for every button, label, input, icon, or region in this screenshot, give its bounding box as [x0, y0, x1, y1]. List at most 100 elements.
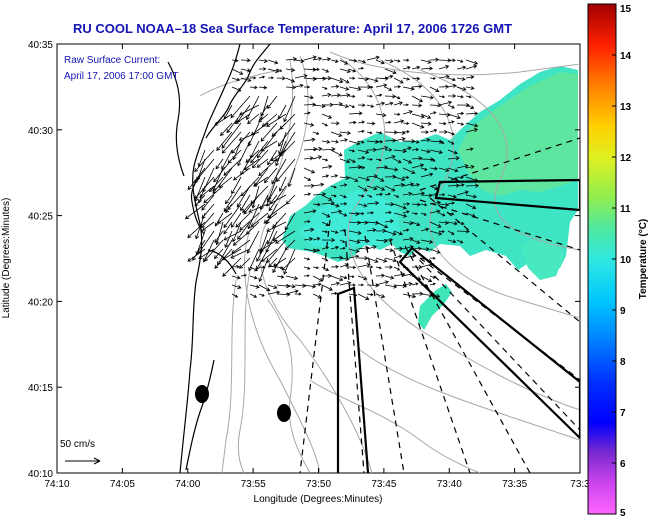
current-vector	[366, 121, 376, 126]
current-vector	[348, 254, 360, 259]
current-vector	[330, 203, 340, 208]
annotation-current-label: Raw Surface Current:	[64, 55, 161, 66]
current-vector	[411, 122, 425, 129]
current-vector	[224, 230, 233, 249]
current-vector	[348, 149, 356, 153]
current-vector	[285, 77, 296, 83]
current-vector	[231, 68, 244, 75]
current-vector	[429, 111, 437, 115]
current-vector	[402, 202, 411, 206]
current-vector	[312, 248, 321, 252]
current-vector	[375, 257, 388, 263]
current-vector	[339, 86, 350, 91]
current-vector	[232, 167, 251, 181]
current-vector	[285, 275, 299, 281]
current-vector	[420, 113, 432, 119]
y-tick-label: 40:25	[28, 212, 53, 223]
current-vector	[221, 149, 233, 170]
x-tick-label: 74:10	[44, 479, 69, 490]
current-vector	[357, 156, 366, 160]
current-vector	[411, 76, 421, 81]
current-vector	[357, 59, 367, 64]
current-vector	[384, 248, 394, 253]
current-vector	[348, 104, 356, 108]
current-vector	[303, 266, 311, 270]
current-vector	[258, 265, 266, 269]
current-vector	[411, 202, 421, 207]
current-vector	[384, 58, 394, 64]
current-vector	[348, 176, 359, 182]
current-vector	[366, 131, 373, 135]
current-vector	[330, 77, 344, 84]
current-vector	[456, 239, 464, 244]
current-vector	[366, 77, 379, 83]
current-vector	[231, 131, 251, 154]
current-vector	[303, 102, 317, 107]
current-vector	[384, 120, 392, 124]
current-vector	[465, 122, 479, 128]
y-tick-label: 40:35	[28, 40, 53, 51]
current-vector	[321, 284, 333, 291]
y-tick-label: 40:20	[28, 297, 53, 308]
current-vector	[366, 194, 373, 198]
current-vector	[357, 238, 370, 244]
current-vector	[357, 129, 365, 133]
current-vector	[263, 167, 278, 184]
current-vector	[348, 111, 363, 116]
current-vector	[348, 220, 362, 225]
current-vector	[267, 284, 278, 290]
current-vector	[339, 77, 350, 84]
current-vector	[303, 55, 317, 61]
current-vector	[384, 74, 394, 79]
current-vector	[321, 257, 329, 262]
current-vector	[447, 77, 456, 82]
current-vector	[237, 221, 251, 240]
current-vector	[465, 75, 475, 80]
current-vector	[375, 280, 389, 286]
current-vector	[285, 284, 296, 289]
current-vector	[349, 283, 356, 287]
current-vector	[348, 140, 361, 146]
current-vector	[393, 119, 405, 124]
current-vector	[312, 266, 319, 270]
current-vector	[232, 230, 251, 246]
current-vector	[384, 174, 397, 179]
current-vector	[267, 264, 278, 269]
current-vector	[312, 275, 324, 282]
colorbar-tick-label: 14	[620, 51, 632, 62]
current-vector	[411, 191, 426, 196]
scale-label: 50 cm/s	[60, 439, 96, 450]
current-vector	[429, 128, 438, 133]
colorbar-tick-label: 9	[620, 306, 626, 317]
current-vector	[384, 167, 399, 172]
current-vector	[429, 57, 440, 62]
current-vector	[375, 185, 386, 191]
current-vector	[187, 248, 206, 262]
current-vector	[312, 155, 323, 160]
current-vector	[348, 68, 357, 73]
current-vectors	[184, 55, 480, 301]
current-vector	[456, 190, 469, 196]
current-vector	[357, 263, 371, 268]
current-vector	[251, 149, 269, 169]
current-vector	[238, 131, 260, 141]
current-vector	[330, 264, 339, 269]
current-vector	[330, 131, 343, 137]
current-vector	[250, 185, 269, 205]
current-vector	[411, 103, 423, 108]
x-axis-label: Longitude (Degrees:Minutes)	[254, 494, 383, 505]
current-vector	[348, 211, 360, 216]
current-vector	[348, 158, 356, 163]
current-vector	[339, 183, 348, 187]
current-vector	[221, 131, 242, 154]
current-vector	[201, 194, 215, 211]
current-vector	[429, 221, 442, 228]
x-tick-label: 73:50	[306, 479, 331, 490]
current-vector	[411, 156, 423, 161]
current-vector	[393, 101, 403, 106]
current-vector	[402, 77, 410, 81]
current-vector	[420, 59, 432, 64]
colorbar-tick-label: 13	[620, 102, 632, 113]
current-vector	[231, 77, 241, 82]
current-vector	[411, 212, 418, 216]
